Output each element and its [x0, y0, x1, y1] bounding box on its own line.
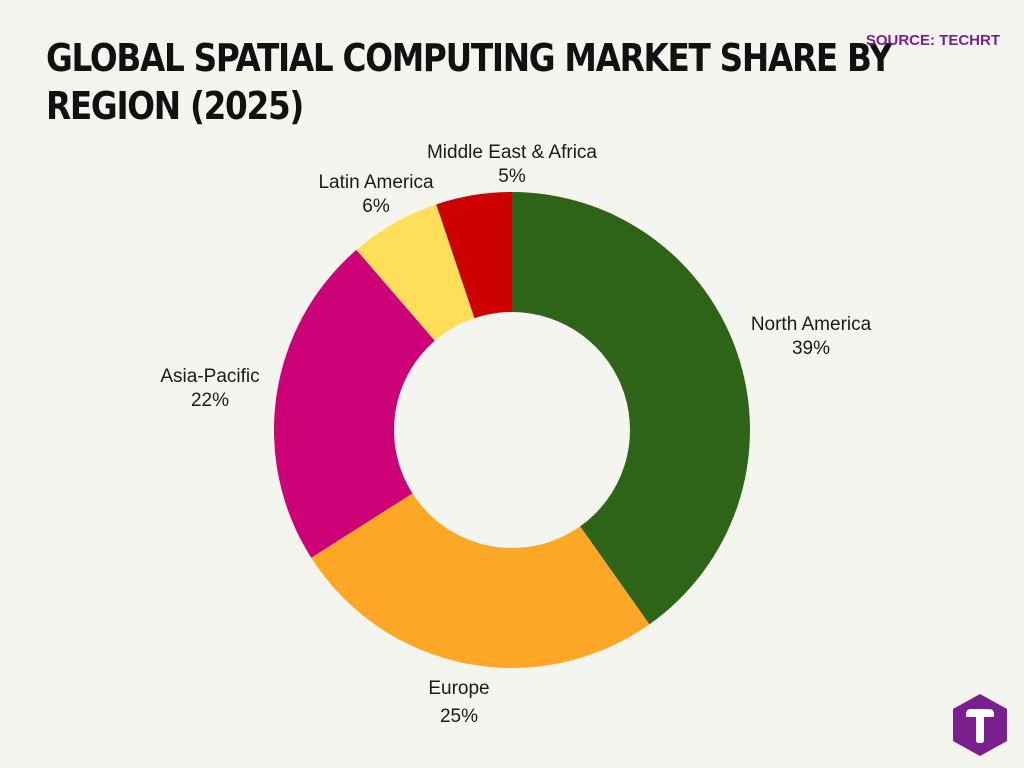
slice-label-north-america: North America — [751, 314, 872, 335]
slice-label-middle-east-africa: Middle East & Africa — [427, 142, 597, 163]
slice-value-latin-america: 6% — [362, 196, 390, 217]
slice-latin-america — [356, 204, 475, 341]
techrt-logo-icon — [953, 694, 1007, 756]
slice-label-europe: Europe — [428, 678, 489, 699]
slice-europe — [311, 493, 650, 668]
slice-middle-east-africa — [436, 192, 512, 319]
source-label: SOURCE: TECHRT — [865, 32, 1000, 49]
slice-asia-pacific — [274, 249, 435, 558]
slice-label-latin-america: Latin America — [318, 172, 434, 193]
slice-north-america — [512, 192, 751, 625]
chart-title-line-2: REGION (2025) — [46, 84, 304, 128]
slice-value-north-america: 39% — [792, 338, 830, 359]
slice-value-middle-east-africa: 5% — [498, 166, 526, 187]
slice-value-asia-pacific: 22% — [191, 390, 229, 411]
slice-value-europe: 25% — [440, 706, 478, 727]
slice-label-asia-pacific: Asia-Pacific — [160, 366, 259, 387]
